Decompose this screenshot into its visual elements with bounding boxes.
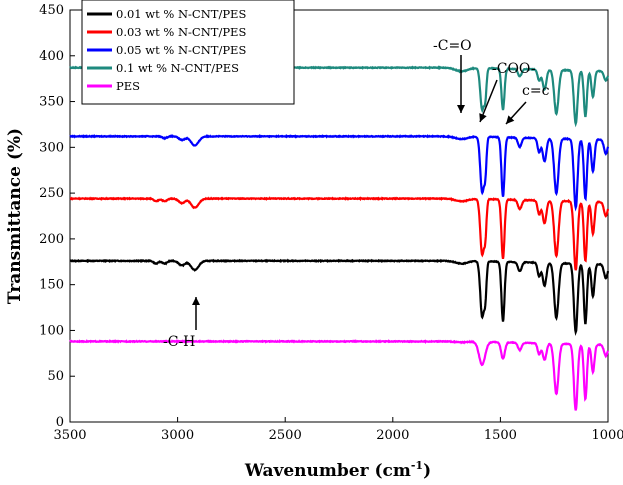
x-tick-label: 3000 [161,428,194,443]
x-tick-label: 3500 [53,428,86,443]
annotations: -C=O -COO-c=c -C-H [163,38,550,350]
annotation-label: -C=O [433,38,472,54]
y-tick-label: 300 [39,140,64,155]
legend-box [81,0,295,105]
annotation-label: c=c [522,83,550,99]
series-line [69,133,610,212]
y-tick-label: 450 [39,3,64,18]
x-axis-title: Wavenumber (cm-1) [244,459,431,481]
y-tick-label: 50 [47,369,64,384]
y-axis-title: Transmittance (%) [5,128,25,304]
series-line [69,258,610,336]
legend-label: 0.05 wt % N-CNT/PES [116,43,246,57]
legend: 0.01 wt % N-CNT/PES 0.03 wt % N-CNT/PES 0.… [81,0,295,105]
x-axis-title-close: ) [423,461,431,481]
x-tick-label: 2500 [269,428,302,443]
y-tick-label: 150 [39,278,64,293]
x-tick-label: 1500 [484,428,517,443]
y-tick-label: 400 [39,49,64,64]
annotation-label: -C-H [163,334,195,350]
annotation-label: -COO- [492,61,536,77]
annotation-arrowhead [192,297,200,305]
y-tick-label: 100 [39,323,64,338]
y-tick-label: 250 [39,186,64,201]
x-axis-ticks: 3500 3000 2500 2000 1500 1000 [53,417,623,443]
series-layer [69,65,610,411]
x-tick-label: 2000 [376,428,409,443]
y-tick-label: 0 [56,415,64,430]
series-line [69,339,610,411]
x-tick-label: 1000 [591,428,623,443]
annotation-arrowhead [457,105,465,113]
y-tick-label: 350 [39,95,64,110]
y-axis-ticks: 0 50 100 150 200 250 300 350 400 450 [39,3,75,430]
legend-label: 0.03 wt % N-CNT/PES [116,25,246,39]
plot-frame [69,9,609,423]
legend-label: 0.01 wt % N-CNT/PES [116,7,246,21]
legend-label: PES [116,79,140,93]
y-tick-label: 200 [39,232,64,247]
annotation-arrowhead [506,115,515,124]
legend-label: 0.1 wt % N-CNT/PES [116,61,239,75]
x-axis-title-sup: -1 [411,459,423,472]
series-line [69,196,610,271]
annotation-arrowhead [479,113,487,122]
x-axis-title-main: Wavenumber (cm [244,461,411,481]
